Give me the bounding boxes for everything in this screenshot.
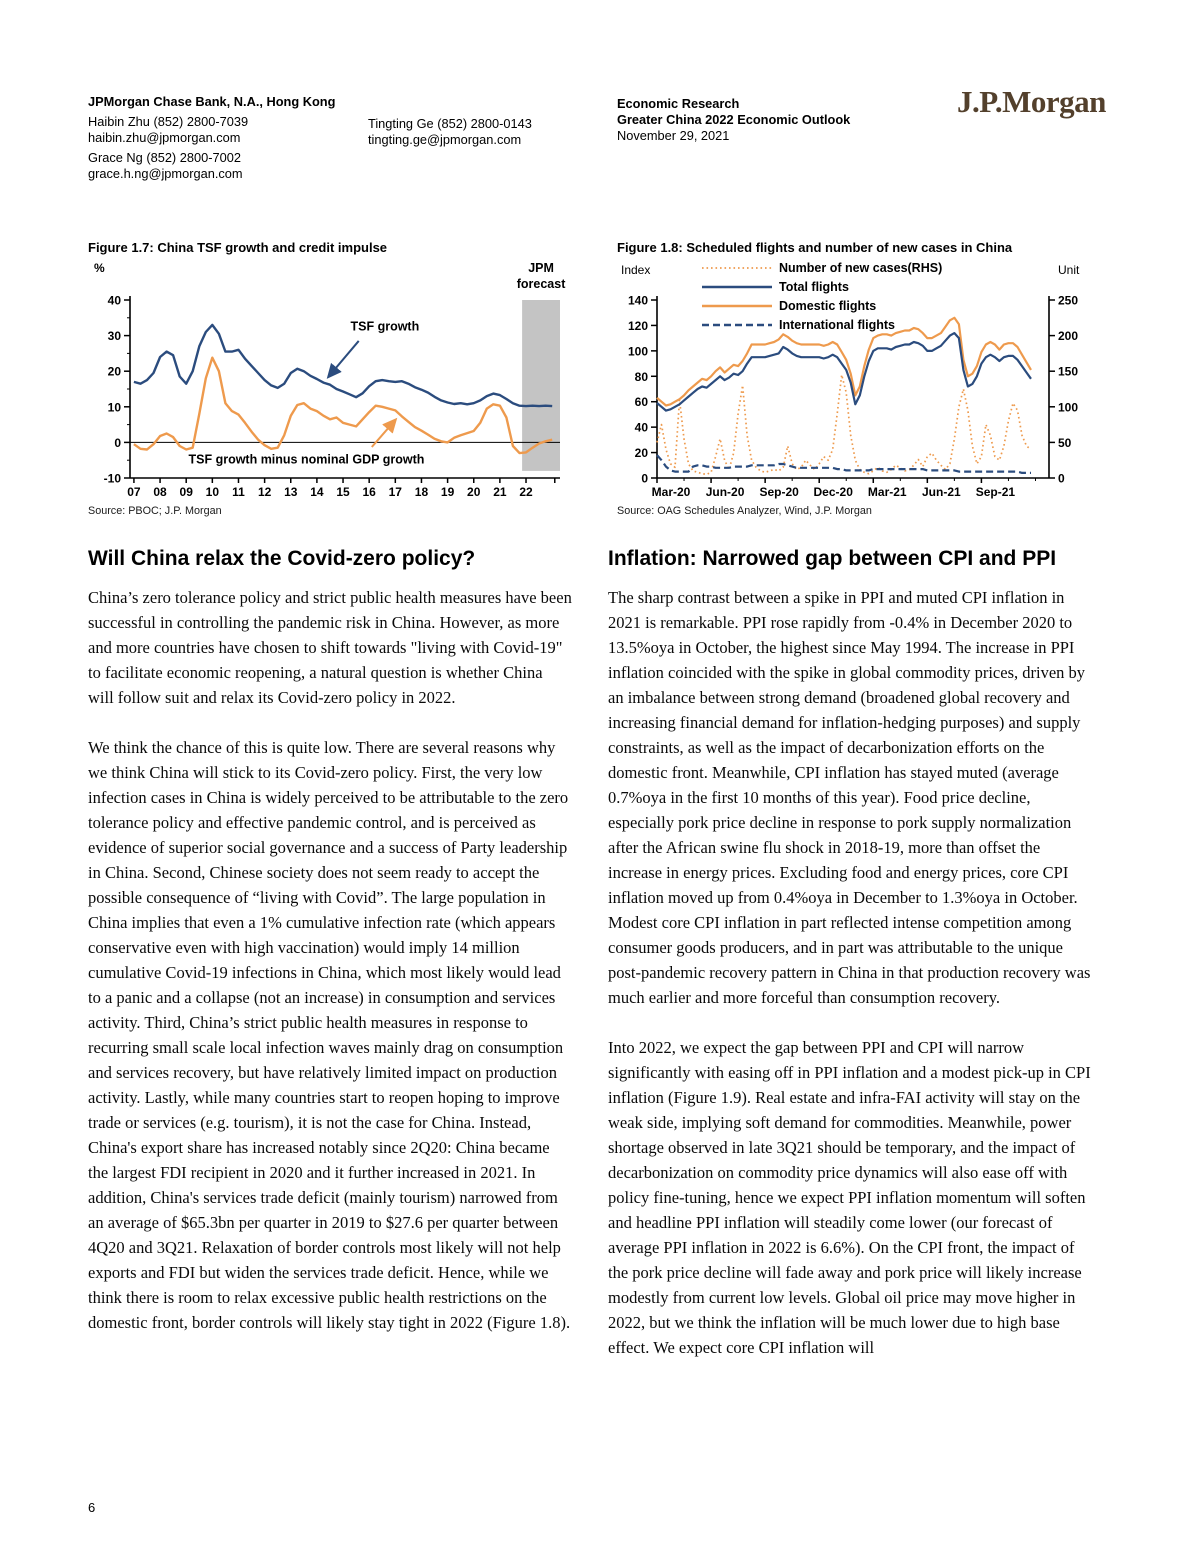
svg-text:150: 150 — [1058, 365, 1078, 379]
svg-text:30: 30 — [108, 329, 122, 343]
svg-text:Sep-20: Sep-20 — [759, 485, 799, 499]
contact-block-middle: Tingting Ge (852) 2800-0143 tingting.ge@… — [368, 116, 608, 148]
figure-1-8: Figure 1.8: Scheduled flights and number… — [617, 240, 1104, 518]
svg-text:14: 14 — [310, 485, 324, 499]
svg-text:Mar-21: Mar-21 — [868, 485, 907, 499]
analyst-contact: Haibin Zhu (852) 2800-7039 haibin.zhu@jp… — [88, 114, 350, 146]
series-line-0 — [656, 373, 1032, 476]
series-line-2 — [656, 316, 1032, 407]
analyst-email: haibin.zhu@jpmorgan.com — [88, 130, 241, 145]
svg-text:11: 11 — [232, 485, 245, 499]
series-line-3 — [656, 454, 1031, 474]
svg-text:07: 07 — [127, 485, 141, 499]
svg-text:60: 60 — [635, 395, 649, 409]
svg-text:Jun-20: Jun-20 — [706, 485, 745, 499]
article-inflation: Inflation: Narrowed gap between CPI and … — [608, 546, 1095, 1385]
svg-text:0: 0 — [641, 472, 648, 486]
svg-text:Index: Index — [621, 263, 650, 277]
figure-1-8-source: Source: OAG Schedules Analyzer, Wind, J.… — [617, 505, 872, 517]
analyst-email: tingting.ge@jpmorgan.com — [368, 132, 522, 147]
tsf-growth-arrow — [326, 340, 360, 379]
figure-1-7-title: Figure 1.7: China TSF growth and credit … — [88, 240, 388, 255]
svg-text:12: 12 — [258, 485, 272, 499]
article-covid-policy: Will China relax the Covid-zero policy? … — [88, 546, 572, 1360]
svg-text:13: 13 — [284, 485, 298, 499]
legend-label: Total flights — [779, 280, 849, 294]
svg-text:20: 20 — [635, 446, 649, 460]
svg-text:20: 20 — [467, 485, 481, 499]
series-line-1 — [656, 331, 1032, 412]
svg-text:10: 10 — [206, 485, 220, 499]
svg-text:forecast: forecast — [517, 277, 566, 291]
figure-1-8-chart: 0 20 40 60 80 100 120 140 0 50 100 150 200 250 Mar-20 J… — [621, 261, 1080, 499]
figure-1-7-chart: 40 30 20 10 0 -10 07 08 09 10 11 12 13 14 15 16 17 18 19 20… — [94, 261, 566, 499]
paragraph: We think the chance of this is quite low… — [88, 738, 571, 1332]
svg-text:Jun-21: Jun-21 — [922, 485, 961, 499]
report-title: Greater China 2022 Economic Outlook — [617, 112, 851, 127]
svg-text:JPM: JPM — [528, 261, 554, 275]
jpmorgan-logo: J.P.Morgan — [957, 84, 1106, 119]
svg-text:100: 100 — [628, 344, 648, 358]
svg-text:120: 120 — [628, 319, 648, 333]
section-heading-covid: Will China relax the Covid-zero policy? — [88, 547, 476, 570]
paragraph: China’s zero tolerance policy and strict… — [88, 588, 572, 707]
report-date: November 29, 2021 — [617, 128, 730, 143]
svg-text:0: 0 — [114, 436, 121, 450]
svg-text:Mar-20: Mar-20 — [652, 485, 691, 499]
jpm-forecast-band — [522, 300, 560, 471]
svg-text:100: 100 — [1058, 400, 1078, 414]
analyst-name-phone: Grace Ng (852) 2800-7002 — [88, 150, 241, 165]
legend-label: Domestic flights — [779, 299, 876, 313]
svg-text:50: 50 — [1058, 436, 1072, 450]
svg-text:16: 16 — [362, 485, 376, 499]
credit-impulse-label: TSF growth minus nominal GDP growth — [188, 452, 424, 466]
paragraph: The sharp contrast between a spike in PP… — [608, 588, 1091, 1007]
credit-impulse-arrow — [371, 417, 398, 448]
svg-text:250: 250 — [1058, 294, 1078, 308]
paragraph: Into 2022, we expect the gap between PPI… — [608, 1038, 1091, 1357]
section-heading-inflation: Inflation: Narrowed gap between CPI and … — [608, 547, 1057, 570]
series-line-0 — [133, 323, 553, 408]
svg-text:08: 08 — [153, 485, 167, 499]
svg-text:0: 0 — [1058, 472, 1065, 486]
svg-text:22: 22 — [519, 485, 533, 499]
svg-text:200: 200 — [1058, 329, 1078, 343]
legend-label: International flights — [779, 318, 895, 332]
svg-text:Dec-20: Dec-20 — [814, 485, 854, 499]
svg-text:80: 80 — [635, 370, 649, 384]
svg-text:20: 20 — [108, 365, 122, 379]
svg-text:17: 17 — [389, 485, 403, 499]
svg-text:19: 19 — [441, 485, 455, 499]
analyst-name-phone: Haibin Zhu (852) 2800-7039 — [88, 114, 249, 129]
figure-1-7-source: Source: PBOC; J.P. Morgan — [88, 505, 222, 517]
svg-text:18: 18 — [415, 485, 429, 499]
svg-text:-10: -10 — [104, 472, 122, 486]
figure-1-7: Figure 1.7: China TSF growth and credit … — [88, 240, 575, 518]
publication-info: Economic Research Greater China 2022 Eco… — [617, 96, 852, 144]
svg-text:Sep-21: Sep-21 — [976, 485, 1016, 499]
svg-text:15: 15 — [336, 485, 350, 499]
office-name: JPMorgan Chase Bank, N.A., Hong Kong — [88, 94, 336, 109]
svg-text:21: 21 — [493, 485, 507, 499]
tsf-growth-label: TSF growth — [350, 319, 419, 333]
legend-label: Number of new cases(RHS) — [779, 261, 942, 275]
analyst-email: grace.h.ng@jpmorgan.com — [88, 166, 243, 181]
contact-block-left: JPMorgan Chase Bank, N.A., Hong Kong Hai… — [88, 94, 350, 182]
svg-text:%: % — [94, 261, 105, 275]
svg-text:09: 09 — [180, 485, 194, 499]
research-division: Economic Research — [617, 96, 740, 111]
series-line-1 — [133, 356, 553, 455]
svg-text:10: 10 — [108, 400, 122, 414]
analyst-contact: Grace Ng (852) 2800-7002 grace.h.ng@jpmo… — [88, 150, 350, 182]
analyst-name-phone: Tingting Ge (852) 2800-0143 — [368, 116, 532, 131]
svg-text:Unit: Unit — [1058, 263, 1080, 277]
svg-text:140: 140 — [628, 294, 648, 308]
page-number: 6 — [88, 1500, 96, 1515]
svg-text:40: 40 — [108, 294, 122, 308]
svg-text:40: 40 — [635, 421, 649, 435]
figure-1-8-title: Figure 1.8: Scheduled flights and number… — [617, 240, 1013, 255]
